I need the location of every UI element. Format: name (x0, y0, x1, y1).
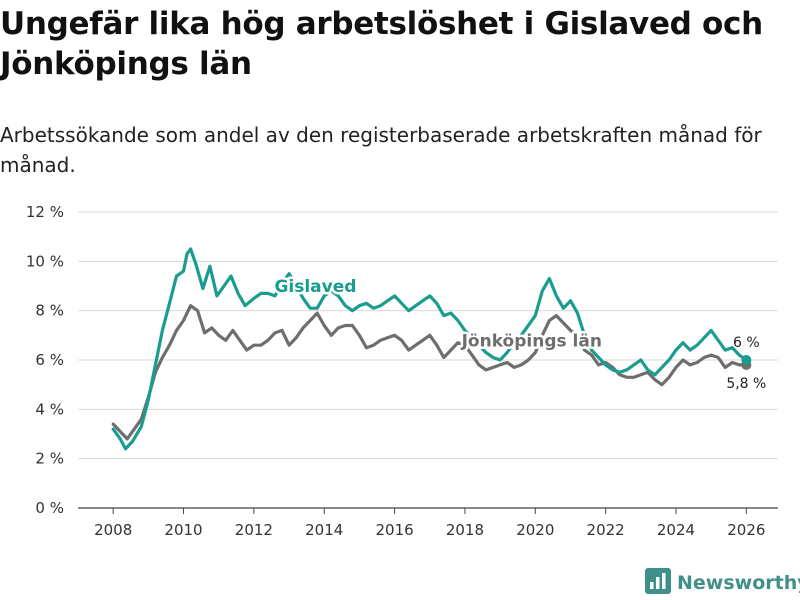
x-tick-label: 2024 (657, 521, 695, 539)
x-axis: 2008 2010 2012 2014 2016 2018 2020 2022 2024 2026 (94, 508, 765, 539)
series-lines (111, 247, 752, 451)
y-tick-label: 0 % (35, 499, 64, 517)
series-line-gislaved (111, 247, 748, 451)
y-tick-label: 2 % (35, 450, 64, 468)
x-tick-label: 2010 (164, 521, 202, 539)
bar-chart-logo-icon (645, 568, 671, 598)
y-tick-label: 10 % (26, 252, 64, 270)
chart-title: Ungefär lika hög arbetslöshet i Gislaved… (0, 6, 763, 82)
y-tick-label: 4 % (35, 400, 64, 418)
x-tick-label: 2026 (727, 521, 765, 539)
series-line-j-nk-pings-l-n (111, 304, 748, 441)
x-tick-label: 2016 (375, 521, 413, 539)
end-value-label: 5,8 % (726, 376, 766, 392)
grid-lines: 0 % 2 % 4 % 6 % 8 % 10 % 12 % (26, 203, 778, 517)
x-tick-label: 2008 (94, 521, 132, 539)
x-tick-label: 2012 (235, 521, 273, 539)
newsworthy-brand[interactable]: Newsworthy (645, 568, 800, 598)
y-tick-label: 8 % (35, 302, 64, 320)
end-value-label: 6 % (733, 335, 760, 351)
y-tick-label: 12 % (26, 203, 64, 221)
chart-subtitle: Arbetssökande som andel av den registerb… (0, 123, 762, 177)
brand-name: Newsworthy (677, 572, 800, 594)
series-label: Jönköpings län (461, 331, 602, 351)
x-tick-label: 2022 (587, 521, 625, 539)
series-end-point (741, 355, 752, 365)
x-tick-label: 2018 (446, 521, 484, 539)
x-tick-label: 2020 (516, 521, 554, 539)
y-tick-label: 6 % (35, 351, 64, 369)
series-label: Gislaved (274, 277, 356, 297)
x-tick-label: 2014 (305, 521, 343, 539)
series-labels: Gislaved Jönköpings län 6 % 5,8 % (272, 275, 766, 392)
